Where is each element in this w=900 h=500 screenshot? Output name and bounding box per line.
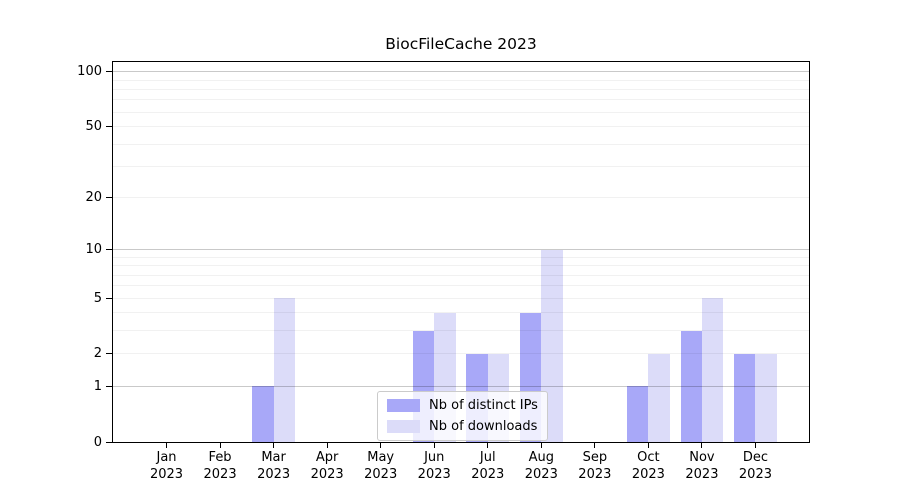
legend-label-downloads: Nb of downloads bbox=[429, 419, 538, 434]
bar-nov-downloads bbox=[701, 298, 724, 442]
gridline-9 bbox=[113, 256, 809, 258]
bar-dec-distinct-ips bbox=[734, 353, 756, 442]
bar-oct-downloads bbox=[648, 353, 670, 442]
x-tick-label-mar: Mar 2023 bbox=[257, 450, 291, 482]
legend-swatch-downloads bbox=[387, 420, 420, 433]
x-tick-mark-sep bbox=[594, 443, 596, 448]
x-tick-label-may: May 2023 bbox=[364, 450, 398, 482]
gridline-10 bbox=[113, 249, 809, 251]
gridline-6 bbox=[113, 285, 809, 287]
gridline-1 bbox=[113, 385, 809, 387]
bar-nov-distinct-ips bbox=[680, 330, 702, 442]
grid-layer bbox=[113, 62, 809, 442]
y-tick-label-0: 0 bbox=[93, 434, 102, 450]
y-tick-mark-2 bbox=[106, 353, 112, 355]
x-tick-mark-jan bbox=[166, 443, 168, 448]
gridline-90 bbox=[113, 79, 809, 81]
x-tick-mark-dec bbox=[754, 443, 756, 448]
legend: Nb of distinct IPs Nb of downloads bbox=[377, 391, 548, 441]
y-tick-mark-1 bbox=[106, 385, 112, 387]
x-tick-mark-may bbox=[380, 443, 382, 448]
legend-label-distinct-ips: Nb of distinct IPs bbox=[429, 398, 538, 413]
legend-swatch-distinct-ips bbox=[387, 399, 420, 412]
legend-row-distinct-ips: Nb of distinct IPs bbox=[387, 398, 538, 413]
gridline-100 bbox=[113, 71, 809, 73]
x-tick-label-jan: Jan 2023 bbox=[149, 450, 184, 482]
x-tick-label-sep: Sep 2023 bbox=[578, 450, 612, 482]
chart-title: BiocFileCache 2023 bbox=[385, 35, 537, 53]
x-tick-label-nov: Nov 2023 bbox=[685, 450, 719, 482]
gridline-80 bbox=[113, 88, 809, 90]
y-tick-mark-100 bbox=[106, 71, 112, 73]
x-tick-label-jul: Jul 2023 bbox=[471, 450, 505, 482]
plot-area: Nb of distinct IPs Nb of downloads bbox=[112, 61, 810, 443]
gridline-7 bbox=[113, 274, 809, 276]
y-tick-label-1: 1 bbox=[93, 378, 102, 394]
y-tick-label-2: 2 bbox=[93, 346, 102, 362]
x-tick-mark-jun bbox=[433, 443, 435, 448]
gridline-70 bbox=[113, 99, 809, 101]
gridline-50 bbox=[113, 126, 809, 128]
x-tick-mark-feb bbox=[219, 443, 221, 448]
gridline-60 bbox=[113, 111, 809, 113]
x-tick-mark-oct bbox=[647, 443, 649, 448]
x-tick-label-feb: Feb 2023 bbox=[203, 450, 237, 482]
x-tick-mark-mar bbox=[273, 443, 275, 448]
y-tick-mark-0 bbox=[106, 441, 112, 443]
gridline-30 bbox=[113, 165, 809, 167]
x-tick-label-oct: Oct 2023 bbox=[631, 450, 665, 482]
bar-dec-downloads bbox=[755, 353, 777, 442]
y-tick-label-50: 50 bbox=[85, 119, 102, 135]
x-tick-mark-aug bbox=[540, 443, 542, 448]
gridline-5 bbox=[113, 297, 809, 299]
y-tick-mark-50 bbox=[106, 126, 112, 128]
y-tick-label-100: 100 bbox=[77, 64, 102, 80]
y-tick-mark-5 bbox=[106, 297, 112, 299]
x-tick-mark-apr bbox=[326, 443, 328, 448]
x-tick-label-aug: Aug 2023 bbox=[524, 450, 558, 482]
x-tick-label-apr: Apr 2023 bbox=[310, 450, 344, 482]
bars-layer bbox=[113, 62, 809, 442]
gridline-2 bbox=[113, 353, 809, 355]
y-tick-label-10: 10 bbox=[85, 242, 102, 258]
x-tick-label-jun: Jun 2023 bbox=[417, 450, 451, 482]
x-tick-mark-nov bbox=[701, 443, 703, 448]
gridline-20 bbox=[113, 197, 809, 199]
gridline-8 bbox=[113, 265, 809, 267]
gridline-4 bbox=[113, 312, 809, 314]
gridline-40 bbox=[113, 143, 809, 145]
bar-oct-distinct-ips bbox=[626, 386, 649, 442]
y-tick-mark-20 bbox=[106, 197, 112, 199]
legend-row-downloads: Nb of downloads bbox=[387, 419, 538, 434]
y-tick-mark-10 bbox=[106, 249, 112, 251]
bar-mar-downloads bbox=[273, 298, 296, 442]
y-tick-label-5: 5 bbox=[93, 290, 102, 306]
gridline-3 bbox=[113, 330, 809, 332]
y-tick-label-20: 20 bbox=[85, 190, 102, 206]
x-tick-label-dec: Dec 2023 bbox=[738, 450, 772, 482]
x-tick-mark-jul bbox=[487, 443, 489, 448]
bar-mar-distinct-ips bbox=[252, 386, 274, 442]
